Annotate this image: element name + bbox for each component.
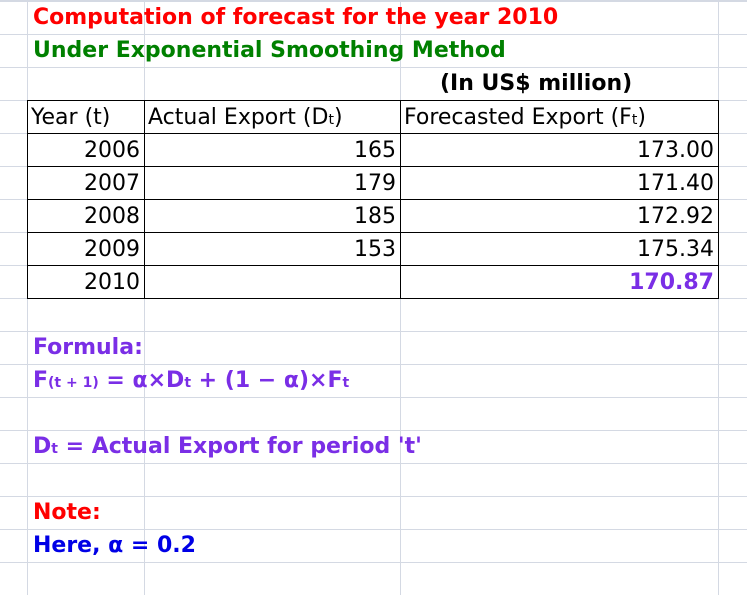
table-cell: 185 [144,199,401,233]
header-cell: Year (t) [27,100,145,134]
unit: (In US$ million) [440,71,633,96]
header-cell: Forecasted Export (Ft) [400,100,719,134]
text-segment: + (1 − α)×F [191,368,343,393]
subscript: t [631,112,638,128]
header-cell: Actual Export (Dt) [144,100,401,134]
table-cell: 2008 [27,199,145,233]
table-cell: 170.87 [400,265,719,299]
table-cell: 172.92 [400,199,719,233]
text-segment: ) [333,105,343,130]
formula-label: Formula: [33,335,143,360]
table-cell: 165 [144,133,401,167]
subscript: t [184,375,192,391]
text-segment: Year (t) [31,105,111,130]
text-segment: D [33,434,52,459]
note-label: Note: [33,500,101,525]
table-cell: 2007 [27,166,145,200]
title: Computation of forecast for the year 201… [33,5,559,30]
text-segment: Forecasted Export (F [404,105,632,130]
table-cell: 153 [144,232,401,266]
table-cell: 179 [144,166,401,200]
text-segment: Actual Export (D [148,105,329,130]
table-cell [144,265,401,299]
subtitle: Under Exponential Smoothing Method [33,38,506,63]
table-cell: 171.40 [400,166,719,200]
subscript: t [51,441,58,457]
text-segment: ) [637,105,646,130]
subscript: t [328,112,334,128]
table-cell: 2009 [27,232,145,266]
note-text: Here, α = 0.2 [33,533,196,558]
definition: Dt = Actual Export for period 't' [33,430,422,463]
subscript: t [342,375,350,391]
formula: F(t + 1) = α×Dt + (1 − α)×Ft [33,364,349,397]
text-segment: F [33,368,49,393]
text-segment: = α×D [98,368,185,393]
table-cell: 173.00 [400,133,719,167]
table-cell: 175.34 [400,232,719,266]
table-cell: 2010 [27,265,145,299]
table-cell: 2006 [27,133,145,167]
subscript: (t + 1) [48,375,99,391]
text-segment: = Actual Export for period 't' [57,434,422,459]
